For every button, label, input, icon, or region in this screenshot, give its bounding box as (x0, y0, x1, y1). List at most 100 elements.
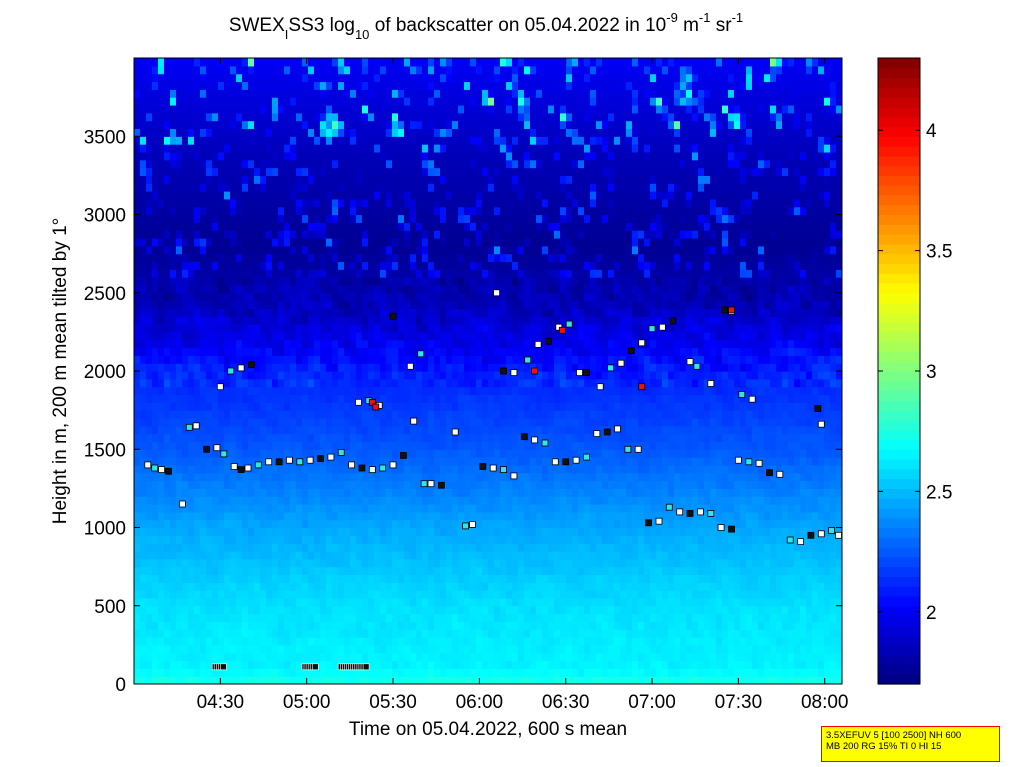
heatmap-cell (476, 457, 483, 466)
heatmap-cell (500, 284, 507, 294)
heatmap-cell (482, 144, 489, 153)
heatmap-cell (434, 120, 441, 130)
heatmap-cell (194, 253, 201, 263)
heatmap-cell (500, 543, 507, 552)
heatmap-cell (188, 621, 195, 630)
heatmap-cell (404, 488, 411, 497)
heatmap-cell (494, 394, 501, 403)
heatmap-cell (230, 120, 237, 130)
heatmap-cell (440, 441, 447, 450)
heatmap-cell (296, 214, 303, 223)
heatmap-cell (422, 597, 429, 607)
heatmap-cell (476, 613, 483, 623)
heatmap-cell (380, 550, 387, 560)
heatmap-cell (176, 159, 183, 169)
heatmap-cell (152, 339, 159, 349)
heatmap-cell (422, 104, 429, 114)
heatmap-cell (290, 65, 297, 75)
heatmap-cell (362, 284, 369, 294)
heatmap-cell (452, 550, 459, 560)
heatmap-cell (254, 339, 261, 349)
heatmap-cell (404, 331, 411, 341)
heatmap-cell (470, 128, 477, 137)
heatmap-cell (434, 183, 441, 192)
heatmap-cell (434, 417, 441, 427)
heatmap-cell (404, 73, 411, 83)
heatmap-cell (440, 582, 447, 591)
heatmap-cell (290, 449, 297, 458)
heatmap-cell (404, 120, 411, 130)
heatmap-cell (320, 511, 327, 521)
heatmap-cell (398, 339, 405, 349)
heatmap-cell (134, 417, 141, 427)
heatmap-cell (488, 269, 495, 278)
heatmap-cell (254, 488, 261, 497)
heatmap-cell (224, 566, 231, 576)
heatmap-cell (500, 159, 507, 169)
heatmap-cell (428, 222, 435, 231)
heatmap-cell (158, 97, 165, 106)
heatmap-cell (230, 480, 237, 489)
heatmap-cell (284, 480, 291, 489)
heatmap-cell (236, 191, 243, 200)
heatmap-cell (404, 472, 411, 482)
heatmap-cell (176, 112, 183, 122)
heatmap-cell (200, 535, 207, 544)
heatmap-cell (278, 535, 285, 544)
heatmap-cell (416, 417, 423, 427)
heatmap-cell (218, 222, 225, 231)
heatmap-cell (416, 339, 423, 349)
heatmap-cell (308, 104, 315, 114)
heatmap-cell (368, 629, 375, 638)
heatmap-cell (500, 386, 507, 396)
heatmap-cell (170, 300, 177, 309)
heatmap-cell (488, 582, 495, 591)
heatmap-cell (404, 574, 411, 583)
heatmap-cell (350, 386, 357, 396)
heatmap-cell (344, 151, 351, 161)
heatmap-cell (374, 449, 381, 458)
heatmap-cell (314, 363, 321, 372)
heatmap-cell (332, 550, 339, 560)
heatmap-cell (206, 222, 213, 231)
heatmap-cell (470, 58, 477, 67)
heatmap-cell (452, 629, 459, 638)
heatmap-cell (278, 151, 285, 161)
heatmap-cell (284, 81, 291, 90)
heatmap-cell (446, 378, 453, 388)
heatmap-cell (158, 535, 165, 544)
heatmap-cell (482, 269, 489, 278)
heatmap-cell (230, 378, 237, 388)
heatmap-cell (182, 371, 189, 380)
heatmap-cell (458, 417, 465, 427)
heatmap-cell (308, 637, 315, 646)
heatmap-cell (308, 488, 315, 497)
heatmap-cell (386, 159, 393, 169)
heatmap-cell (416, 363, 423, 372)
heatmap-cell (386, 566, 393, 576)
heatmap-cell (272, 488, 279, 497)
heatmap-cell (146, 504, 153, 513)
heatmap-cell (314, 339, 321, 349)
heatmap-cell (224, 590, 231, 599)
heatmap-cell (404, 136, 411, 145)
heatmap-cell (320, 65, 327, 75)
heatmap-cell (386, 222, 393, 231)
heatmap-cell (452, 277, 459, 286)
heatmap-cell (410, 245, 417, 255)
heatmap-cell (410, 175, 417, 184)
heatmap-cell (200, 112, 207, 122)
heatmap-cell (284, 347, 291, 356)
heatmap-cell (368, 558, 375, 568)
heatmap-cell (500, 378, 507, 388)
heatmap-cell (344, 104, 351, 114)
heatmap-cell (152, 425, 159, 435)
heatmap-cell (380, 425, 387, 435)
heatmap-cell (500, 316, 507, 325)
heatmap-cell (500, 597, 507, 607)
heatmap-cell (404, 480, 411, 489)
heatmap-cell (152, 660, 159, 669)
heatmap-cell (434, 402, 441, 411)
heatmap-cell (428, 472, 435, 482)
heatmap-cell (290, 339, 297, 349)
